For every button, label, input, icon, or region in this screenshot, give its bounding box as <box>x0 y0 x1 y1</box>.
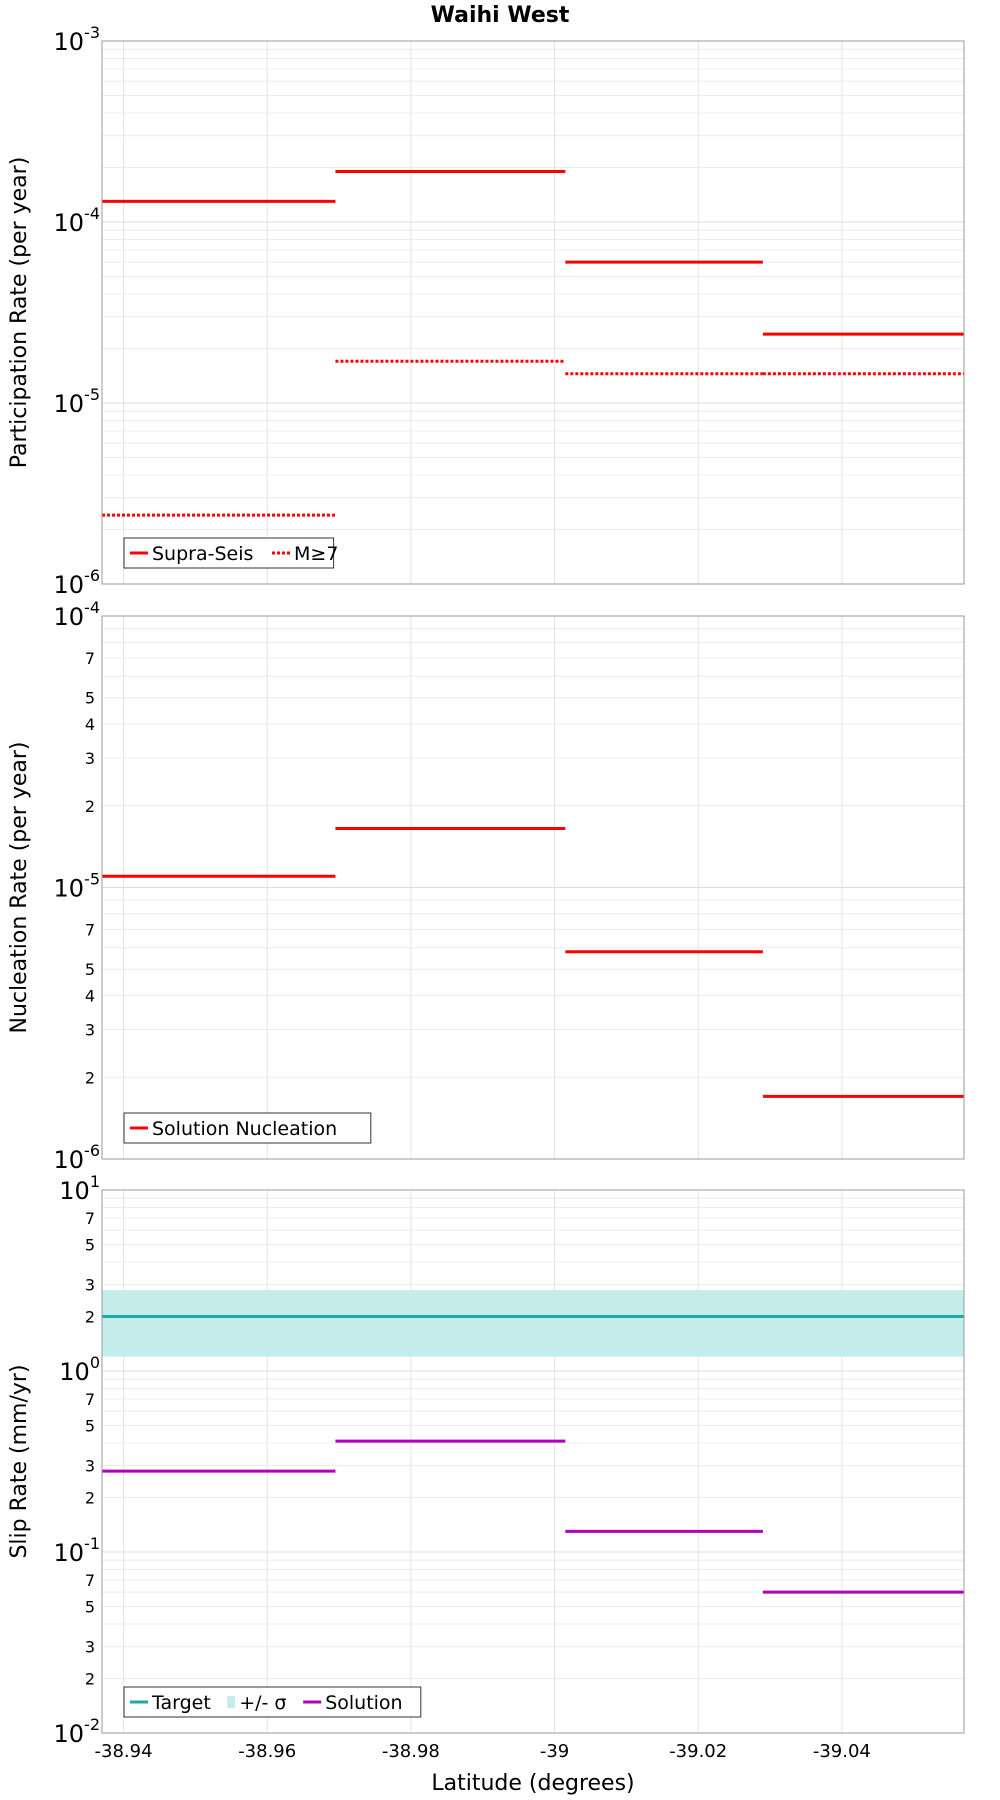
y-axis-label: Slip Rate (mm/yr) <box>7 1364 32 1558</box>
y-major-tick-label: 101 <box>59 1172 100 1205</box>
legend: Supra-Seis M≥7 <box>123 537 338 569</box>
y-major-tick-label: 10-5 <box>54 870 101 903</box>
y-major-tick-base: 10 <box>54 603 85 631</box>
y-minor-tick-label: 2 <box>85 797 95 816</box>
x-tick-label: -39 <box>540 1741 569 1762</box>
legend-box <box>123 537 335 569</box>
y-minor-tick-label: 7 <box>85 1390 95 1409</box>
y-major-tick-exponent: 0 <box>90 1353 100 1372</box>
y-minor-tick-label: 2 <box>85 1308 95 1327</box>
legend-label: Solution <box>325 1692 402 1714</box>
legend-label: +/- σ <box>239 1692 286 1714</box>
y-major-tick-base: 10 <box>54 1720 85 1748</box>
y-minor-tick-label: 7 <box>85 649 95 668</box>
y-major-tick-exponent: -4 <box>84 598 100 617</box>
y-minor-tick-label: 5 <box>85 1416 95 1435</box>
y-major-tick-label: 10-4 <box>54 598 101 631</box>
y-minor-tick-label: 5 <box>85 1235 95 1254</box>
y-minor-tick-label: 3 <box>85 749 95 768</box>
y-major-tick-label: 10-4 <box>54 204 101 237</box>
y-minor-tick-label: 7 <box>85 1571 95 1590</box>
y-axis-label: Nucleation Rate (per year) <box>7 742 32 1034</box>
y-minor-tick-label: 7 <box>85 1209 95 1228</box>
y-minor-tick-label: 2 <box>85 1068 95 1087</box>
y-major-tick-label: 10-6 <box>54 566 101 599</box>
y-minor-tick-label: 2 <box>85 1489 95 1508</box>
y-minor-tick-label: 7 <box>85 921 95 940</box>
series-m-7 <box>102 359 964 517</box>
x-tick-label: -38.94 <box>95 1741 153 1762</box>
y-major-tick-exponent: -1 <box>84 1534 100 1553</box>
y-major-tick-base: 10 <box>54 1146 85 1174</box>
y-major-tick-base: 10 <box>54 571 85 599</box>
y-minor-tick-label: 4 <box>85 987 95 1006</box>
y-major-tick-base: 10 <box>54 209 85 237</box>
plot-background <box>102 41 964 584</box>
y-minor-tick-label: 2 <box>85 1670 95 1689</box>
legend-swatch-band <box>227 1696 236 1708</box>
series-supra-seis <box>102 170 964 336</box>
y-major-tick-exponent: -5 <box>84 870 100 889</box>
y-major-tick-base: 10 <box>54 875 85 903</box>
y-major-tick-base: 10 <box>54 1539 85 1567</box>
y-minor-tick-label: 3 <box>85 1457 95 1476</box>
x-tick-label: -39.04 <box>813 1741 871 1762</box>
y-major-tick-label: 10-3 <box>54 23 101 56</box>
y-major-tick-label: 10-2 <box>54 1715 101 1748</box>
legend-label: Target <box>151 1692 211 1714</box>
legend-label: Solution Nucleation <box>152 1118 337 1140</box>
y-minor-tick-label: 5 <box>85 1597 95 1616</box>
sigma-band <box>102 1290 964 1357</box>
y-minor-tick-label: 3 <box>85 1276 95 1295</box>
y-major-tick-exponent: -6 <box>84 566 100 585</box>
y-major-tick-exponent: -4 <box>84 204 100 223</box>
y-major-tick-base: 10 <box>59 1177 90 1205</box>
plot-background <box>102 1190 964 1733</box>
legend-box <box>123 1112 372 1144</box>
y-minor-tick-label: 4 <box>85 715 95 734</box>
x-axis-label: Latitude (degrees) <box>431 1771 634 1796</box>
plot-frame <box>101 615 965 1160</box>
y-major-tick-exponent: -6 <box>84 1141 100 1160</box>
y-minor-tick-label: 5 <box>85 689 95 708</box>
y-major-tick-exponent: 1 <box>90 1172 100 1191</box>
plot-frame <box>101 40 965 585</box>
y-major-tick-label: 100 <box>59 1353 100 1386</box>
y-major-tick-exponent: -5 <box>84 385 100 404</box>
y-minor-tick-label: 3 <box>85 1638 95 1657</box>
y-major-tick-label: 10-1 <box>54 1534 101 1567</box>
legend-box <box>123 1686 422 1718</box>
y-major-tick-base: 10 <box>54 390 85 418</box>
y-minor-tick-label: 5 <box>85 960 95 979</box>
y-major-tick-label: 10-6 <box>54 1141 101 1174</box>
legend: Target +/- σ Solution <box>123 1686 422 1718</box>
y-minor-tick-label: 3 <box>85 1020 95 1039</box>
y-axis-label: Participation Rate (per year) <box>7 157 32 469</box>
legend: Solution Nucleation <box>123 1112 372 1144</box>
x-tick-label: -38.98 <box>382 1741 440 1762</box>
y-major-tick-base: 10 <box>54 28 85 56</box>
series-solution-nucleation <box>102 826 964 1098</box>
legend-label: M≥7 <box>294 543 338 565</box>
y-major-tick-exponent: -2 <box>84 1715 100 1734</box>
y-major-tick-label: 10-5 <box>54 385 101 418</box>
y-major-tick-exponent: -3 <box>84 23 100 42</box>
series-solution <box>102 1439 964 1594</box>
chart-title: Waihi West <box>431 3 570 28</box>
x-tick-label: -38.96 <box>238 1741 296 1762</box>
legend-label: Supra-Seis <box>152 543 253 565</box>
x-tick-label: -39.02 <box>669 1741 727 1762</box>
plot-frame <box>101 1189 965 1734</box>
y-major-tick-base: 10 <box>59 1358 90 1386</box>
